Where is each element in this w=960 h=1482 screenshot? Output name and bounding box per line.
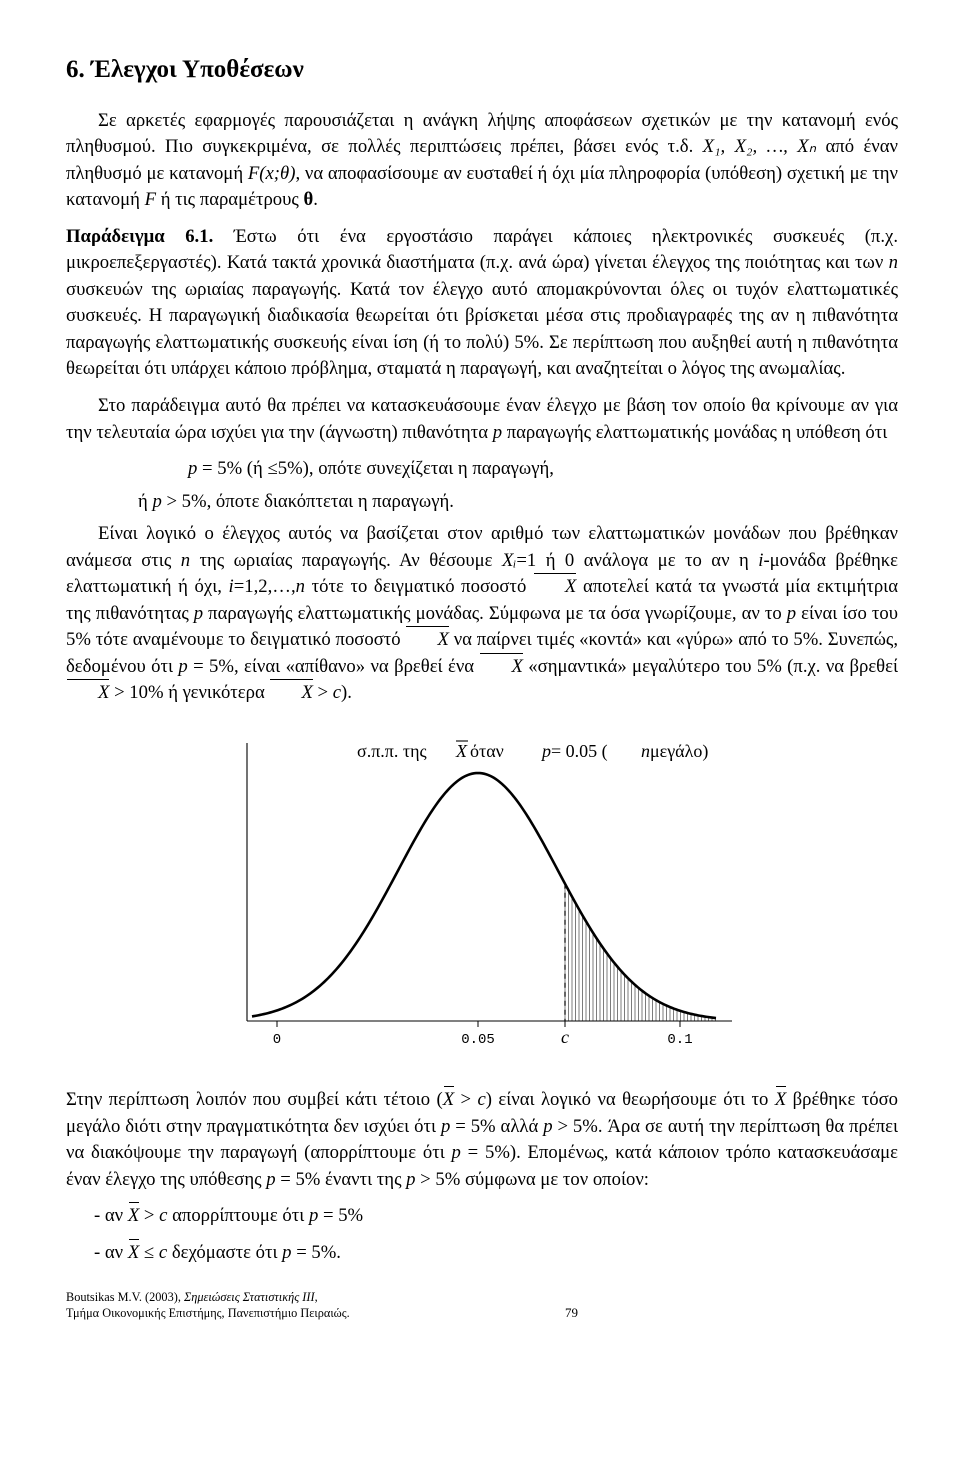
xbar-symbol: X xyxy=(533,574,576,601)
text: =1,2,…, xyxy=(234,576,296,597)
hypothesis-line-2: ή p > 5%, όποτε διακόπτεται η παραγωγή. xyxy=(66,489,898,516)
example-label: Παράδειγμα 6.1. xyxy=(66,226,213,247)
svg-text:0.05: 0.05 xyxy=(461,1032,495,1048)
chart-svg: 0 0.05 c 0.1 σ.π.π. της X όταν p = 0.05 ( n μ… xyxy=(217,721,747,1081)
c: c xyxy=(159,1242,167,1263)
p: p xyxy=(309,1205,318,1226)
text: =1 ή 0 ανάλογα με το αν η xyxy=(516,550,758,571)
c: c xyxy=(478,1089,486,1110)
text: απορρίπτουμε ότι xyxy=(167,1205,309,1226)
title: Σημειώσεις Στατιστικής ΙΙΙ xyxy=(184,1290,315,1304)
text: Στην περίπτωση λοιπόν που συμβεί κάτι τέ… xyxy=(66,1089,443,1110)
text: > 5%, όποτε διακόπτεται η παραγωγή. xyxy=(162,491,454,512)
p: p xyxy=(452,1142,461,1163)
xbar-symbol: X xyxy=(269,680,312,707)
text: = 5%, είναι «απίθανο» να βρεθεί ένα xyxy=(188,656,480,677)
footer-citation: Boutsikas M.V. (2003), Σημειώσεις Στατισ… xyxy=(66,1290,350,1322)
text: = 5% αλλά xyxy=(450,1116,543,1137)
text: - αν xyxy=(94,1205,128,1226)
svg-text:c: c xyxy=(561,1027,569,1047)
example-paragraph: Παράδειγμα 6.1. Έστω ότι ένα εργοστάσιο … xyxy=(66,224,898,383)
xbar-symbol: X xyxy=(128,1203,139,1230)
p: p xyxy=(493,422,502,443)
section-heading: 6. Έλεγχοι Υποθέσεων xyxy=(66,52,898,88)
text: δεχόμαστε ότι xyxy=(167,1242,282,1263)
svg-text:0.1: 0.1 xyxy=(667,1032,692,1048)
text: > 5% σύμφωνα με τον οποίον: xyxy=(416,1169,649,1190)
paragraph-3: Στο παράδειγμα αυτό θα πρέπει να κατασκε… xyxy=(66,393,898,446)
paragraph-4: Είναι λογικό ο έλεγχος αυτός να βασίζετα… xyxy=(66,521,898,707)
p: p xyxy=(178,656,187,677)
vars: X₁, X₂, …, Xₙ xyxy=(703,136,816,157)
xbar-symbol: X xyxy=(443,1087,454,1114)
c: c xyxy=(333,682,341,703)
paragraph-5: Στην περίπτωση λοιπόν που συμβεί κάτι τέ… xyxy=(66,1087,898,1193)
svg-text:n: n xyxy=(641,741,650,761)
svg-text:σ.π.π. της: σ.π.π. της xyxy=(357,741,427,761)
rule-line-1: - αν X > c απορρίπτουμε ότι p = 5% xyxy=(66,1203,898,1230)
text: > 10% ή γενικότερα xyxy=(109,682,269,703)
theta: θ xyxy=(303,189,313,210)
text: . xyxy=(313,189,318,210)
text: ≤ xyxy=(139,1242,159,1263)
svg-text:p: p xyxy=(540,741,551,761)
text: ή τις παραμέτρους xyxy=(156,189,303,210)
text: - αν xyxy=(94,1242,128,1263)
xbar-symbol: X xyxy=(66,680,109,707)
normal-distribution-chart: 0 0.05 c 0.1 σ.π.π. της X όταν p = 0.05 ( n μ… xyxy=(66,721,898,1081)
xbar-symbol: X xyxy=(128,1240,139,1267)
xi: Xᵢ xyxy=(502,550,516,571)
text: τότε το δειγματικό ποσοστό xyxy=(305,576,533,597)
xbar-symbol: X xyxy=(405,627,448,654)
fx: F(x;θ) xyxy=(248,163,296,184)
text: = 5% xyxy=(318,1205,363,1226)
svg-text:X: X xyxy=(455,741,468,761)
page-number: 79 xyxy=(565,1305,898,1322)
p: p xyxy=(188,458,197,479)
text: ) είναι λογικό να θεωρήσουμε ότι το xyxy=(486,1089,775,1110)
comma: , xyxy=(315,1290,318,1304)
xbar-symbol: X xyxy=(775,1087,786,1114)
text: > xyxy=(454,1089,477,1110)
rule-line-2: - αν X ≤ c δεχόμαστε ότι p = 5%. xyxy=(66,1240,898,1267)
text: παραγωγής ελαττωματικής μονάδας. Σύμφωνα… xyxy=(203,603,787,624)
svg-text:0: 0 xyxy=(273,1032,281,1048)
or: ή xyxy=(138,491,152,512)
text: = 5%. xyxy=(292,1242,341,1263)
p: p xyxy=(543,1116,552,1137)
xbar-symbol: X xyxy=(479,654,522,681)
svg-text:όταν: όταν xyxy=(470,741,504,761)
text: = 5% (ή ≤5%), οπότε συνεχίζεται η παραγω… xyxy=(197,458,554,479)
p: p xyxy=(266,1169,275,1190)
text: = 5% έναντι της xyxy=(276,1169,407,1190)
text: «σημαντικά» μεγαλύτερο του 5% (π.χ. να β… xyxy=(523,656,898,677)
svg-text:μεγάλο): μεγάλο) xyxy=(650,741,708,762)
n: n xyxy=(181,550,190,571)
text: ). xyxy=(341,682,352,703)
text: συσκευών της ωριαίας παραγωγής. Κατά τον… xyxy=(66,279,898,380)
institution: Τμήμα Οικονομικής Επιστήμης, Πανεπιστήμι… xyxy=(66,1306,350,1320)
p: p xyxy=(282,1242,291,1263)
p: p xyxy=(194,603,203,624)
p: p xyxy=(441,1116,450,1137)
page-footer: Boutsikas M.V. (2003), Σημειώσεις Στατισ… xyxy=(66,1290,898,1322)
p: p xyxy=(787,603,796,624)
n: n xyxy=(889,252,898,273)
intro-paragraph: Σε αρκετές εφαρμογές παρουσιάζεται η ανά… xyxy=(66,108,898,214)
svg-text:= 0.05 (: = 0.05 ( xyxy=(551,741,608,762)
F: F xyxy=(145,189,156,210)
hypothesis-line-1: p = 5% (ή ≤5%), οπότε συνεχίζεται η παρα… xyxy=(66,456,898,483)
n: n xyxy=(296,576,305,597)
text: παραγωγής ελαττωματικής μονάδας η υπόθεσ… xyxy=(502,422,887,443)
author: Boutsikas M.V. (2003), xyxy=(66,1290,184,1304)
text: της ωριαίας παραγωγής. Αν θέσουμε xyxy=(190,550,502,571)
p: p xyxy=(406,1169,415,1190)
text: > xyxy=(313,682,333,703)
p: p xyxy=(152,491,161,512)
text: > xyxy=(139,1205,159,1226)
